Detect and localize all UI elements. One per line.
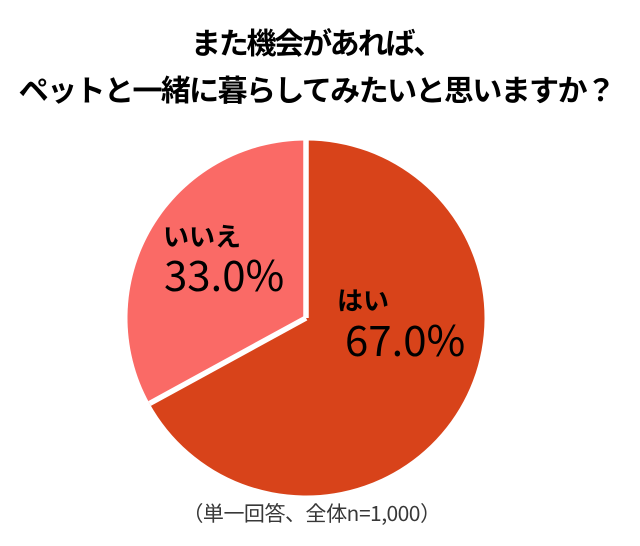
chart-title-line-1: また機会があれば、 bbox=[190, 19, 443, 63]
pie-slice bbox=[127, 140, 306, 404]
slice-no-value: 33.0% bbox=[164, 243, 285, 304]
slice-yes-label: はい bbox=[337, 281, 390, 318]
pie-slice bbox=[149, 140, 485, 496]
chart-title-line-2: ペットと一緒に暮らしてみたいと思いますか？ bbox=[18, 66, 616, 110]
slice-yes-value: 67.0% bbox=[345, 308, 466, 369]
slice-no-label: いいえ bbox=[163, 217, 242, 254]
survey-note: （単一回答、全体n=1,000） bbox=[182, 498, 441, 528]
slice-divider bbox=[148, 315, 308, 406]
